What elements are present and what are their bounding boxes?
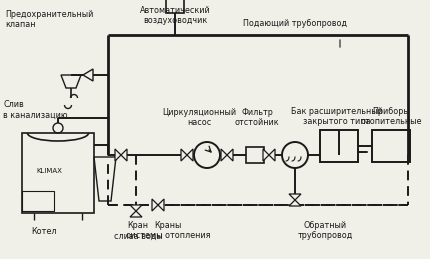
Text: Фильтр
отстойник: Фильтр отстойник (235, 107, 280, 127)
Bar (22, 191, 55, 211)
Bar (22, 133, 94, 213)
Polygon shape (269, 149, 275, 161)
Bar (166, 0, 184, 13)
Bar (246, 147, 264, 163)
Polygon shape (152, 199, 158, 211)
Polygon shape (263, 149, 269, 161)
Text: Обратный
трубопровод: Обратный трубопровод (298, 221, 353, 240)
Text: Слив
в канализацию: Слив в канализацию (3, 100, 68, 119)
Polygon shape (227, 149, 233, 161)
Polygon shape (83, 69, 93, 81)
Text: Приборы
отопительные: Приборы отопительные (360, 107, 422, 126)
Text: Краны
системы отопления: Краны системы отопления (126, 221, 210, 240)
Polygon shape (221, 149, 227, 161)
Polygon shape (289, 194, 301, 200)
Bar (320, 130, 358, 162)
Polygon shape (187, 149, 193, 161)
Polygon shape (158, 199, 164, 211)
Polygon shape (121, 149, 127, 161)
Text: Бак расширительный
закрытого типа: Бак расширительный закрытого типа (291, 107, 383, 126)
Text: KLIMAX: KLIMAX (37, 168, 62, 174)
Polygon shape (130, 205, 142, 211)
Polygon shape (115, 149, 121, 161)
Bar (372, 130, 410, 162)
Text: Подающий трубопровод: Подающий трубопровод (243, 19, 347, 28)
Text: Предохранительный
клапан: Предохранительный клапан (5, 10, 93, 30)
Text: Котел: Котел (31, 227, 56, 236)
Polygon shape (181, 149, 187, 161)
Polygon shape (130, 211, 142, 217)
Polygon shape (289, 200, 301, 206)
Text: Кран
слива воды: Кран слива воды (114, 221, 163, 240)
Text: Автоматический
воздуховодчик: Автоматический воздуховодчик (140, 6, 210, 25)
Text: Циркуляционный
насос: Циркуляционный насос (162, 107, 236, 127)
